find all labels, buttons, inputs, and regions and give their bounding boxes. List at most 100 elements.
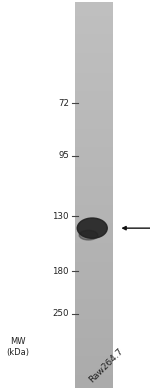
Bar [75,117,112,118]
Bar [75,3,112,5]
Bar [75,384,112,385]
Bar [75,338,112,339]
Bar [75,10,112,11]
Bar [75,325,112,326]
Bar [75,381,112,383]
Bar [75,361,112,362]
Bar [75,181,112,182]
Bar [75,9,112,10]
Bar [75,44,112,46]
Bar [75,311,112,312]
Bar [75,87,112,88]
Bar [75,220,112,221]
Bar [75,30,112,32]
Bar [75,378,112,379]
Bar [75,186,112,187]
Bar [75,344,112,346]
Bar [75,189,112,190]
Bar [75,23,112,24]
Bar [75,50,112,51]
Bar [75,290,112,292]
Bar [75,159,112,160]
Bar [75,61,112,62]
Bar [75,367,112,369]
Bar [75,161,112,163]
Bar [75,200,112,201]
Bar [75,203,112,204]
Bar [75,149,112,150]
Bar [75,371,112,372]
Bar [75,95,112,96]
Bar [75,330,112,332]
Bar [75,317,112,319]
Bar [75,321,112,323]
Bar [75,142,112,144]
Bar [75,245,112,246]
Bar [75,176,112,177]
Bar [75,121,112,122]
Bar [75,253,112,254]
Bar [75,118,112,119]
Bar [75,167,112,168]
Bar [75,204,112,205]
Bar [75,151,112,152]
Bar [75,236,112,238]
Bar [75,99,112,100]
Bar [75,263,112,264]
Bar [75,222,112,223]
Bar [75,244,112,245]
Bar [75,28,112,29]
Bar [75,261,112,262]
Bar [75,308,112,310]
Bar [75,154,112,155]
Bar [75,234,112,235]
Bar [75,250,112,252]
Bar [75,246,112,248]
Bar [75,43,112,44]
Text: 130: 130 [52,212,69,221]
Bar [75,18,112,19]
Bar [75,106,112,108]
Bar [75,284,112,285]
Bar [75,146,112,147]
Bar [75,387,112,388]
Bar [75,209,112,211]
Bar [75,282,112,284]
Bar [75,114,112,115]
Bar [75,38,112,39]
Bar [75,226,112,227]
Bar [75,342,112,343]
Bar [75,334,112,335]
Bar [75,56,112,57]
Bar [75,96,112,97]
Bar [75,383,112,384]
Bar [75,55,112,56]
Bar [75,271,112,272]
Bar [75,276,112,277]
Bar [75,137,112,138]
Bar [75,19,112,20]
Bar [75,89,112,91]
Bar [75,293,112,294]
Bar [75,339,112,340]
Text: Raw264.7: Raw264.7 [87,346,125,384]
Bar [75,105,112,106]
Bar [75,66,112,67]
Bar [75,199,112,200]
Bar [75,372,112,374]
Bar [75,355,112,356]
Bar [75,379,112,380]
Bar [75,92,112,93]
Bar [75,329,112,330]
Bar [75,70,112,71]
Bar [75,208,112,209]
Bar [75,135,112,136]
Bar [75,34,112,35]
Bar [75,360,112,361]
Bar [75,288,112,289]
Ellipse shape [77,218,107,238]
Bar [75,232,112,234]
Bar [75,64,112,65]
Bar [75,53,112,55]
Bar [75,42,112,43]
